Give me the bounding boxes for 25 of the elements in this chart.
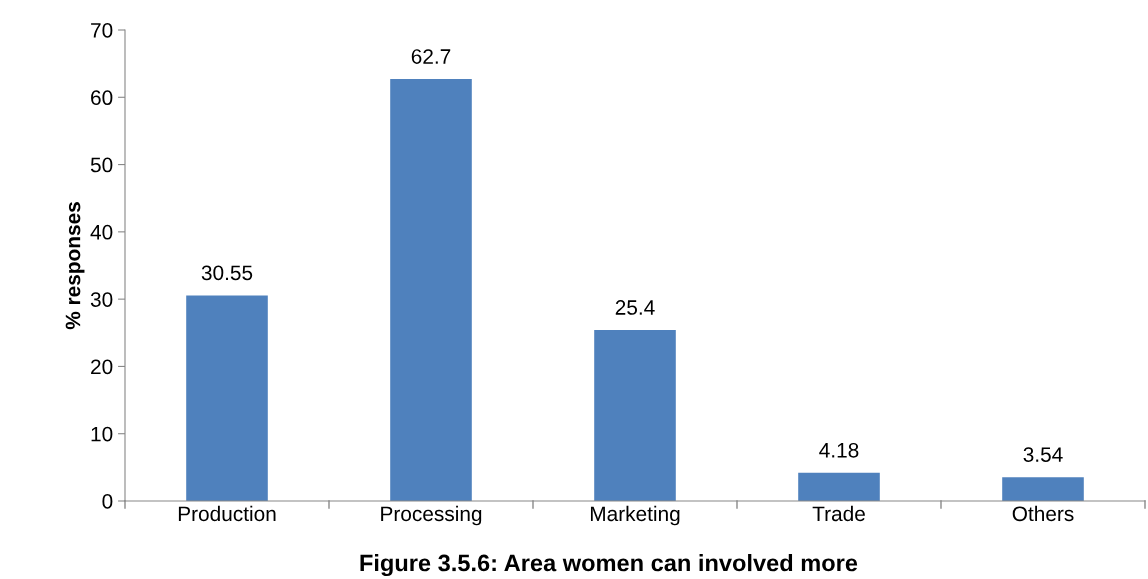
data-label: 4.18 bbox=[819, 442, 859, 458]
bar bbox=[594, 330, 676, 501]
data-label: 30.55 bbox=[201, 265, 253, 281]
y-axis-title: % responses bbox=[65, 202, 85, 330]
x-tick-label: Production bbox=[178, 505, 276, 522]
y-tick-label: 0 bbox=[102, 494, 113, 509]
data-label: 25.4 bbox=[615, 300, 655, 315]
y-tick-label: 10 bbox=[91, 426, 113, 442]
x-tick-label: Marketing bbox=[590, 505, 680, 526]
bar bbox=[798, 472, 880, 501]
x-tick-label: Others bbox=[1012, 505, 1074, 522]
bar bbox=[390, 79, 472, 501]
y-tick-label: 60 bbox=[91, 90, 113, 106]
data-label: 62.7 bbox=[411, 49, 451, 64]
x-tick-label: Processing bbox=[381, 505, 482, 526]
x-tick-label: Trade bbox=[812, 505, 865, 522]
y-tick-label: 50 bbox=[90, 157, 113, 173]
y-tick-label: 30 bbox=[90, 292, 113, 307]
data-label: 3.54 bbox=[1023, 447, 1063, 462]
text: Figure 3.5.6: Area women can involved more bbox=[360, 553, 858, 577]
y-tick-label: 40 bbox=[90, 224, 113, 240]
bar bbox=[186, 295, 268, 501]
y-tick-label: 20 bbox=[91, 359, 113, 375]
y-tick-label: 70 bbox=[91, 23, 113, 38]
bar bbox=[1002, 477, 1084, 501]
